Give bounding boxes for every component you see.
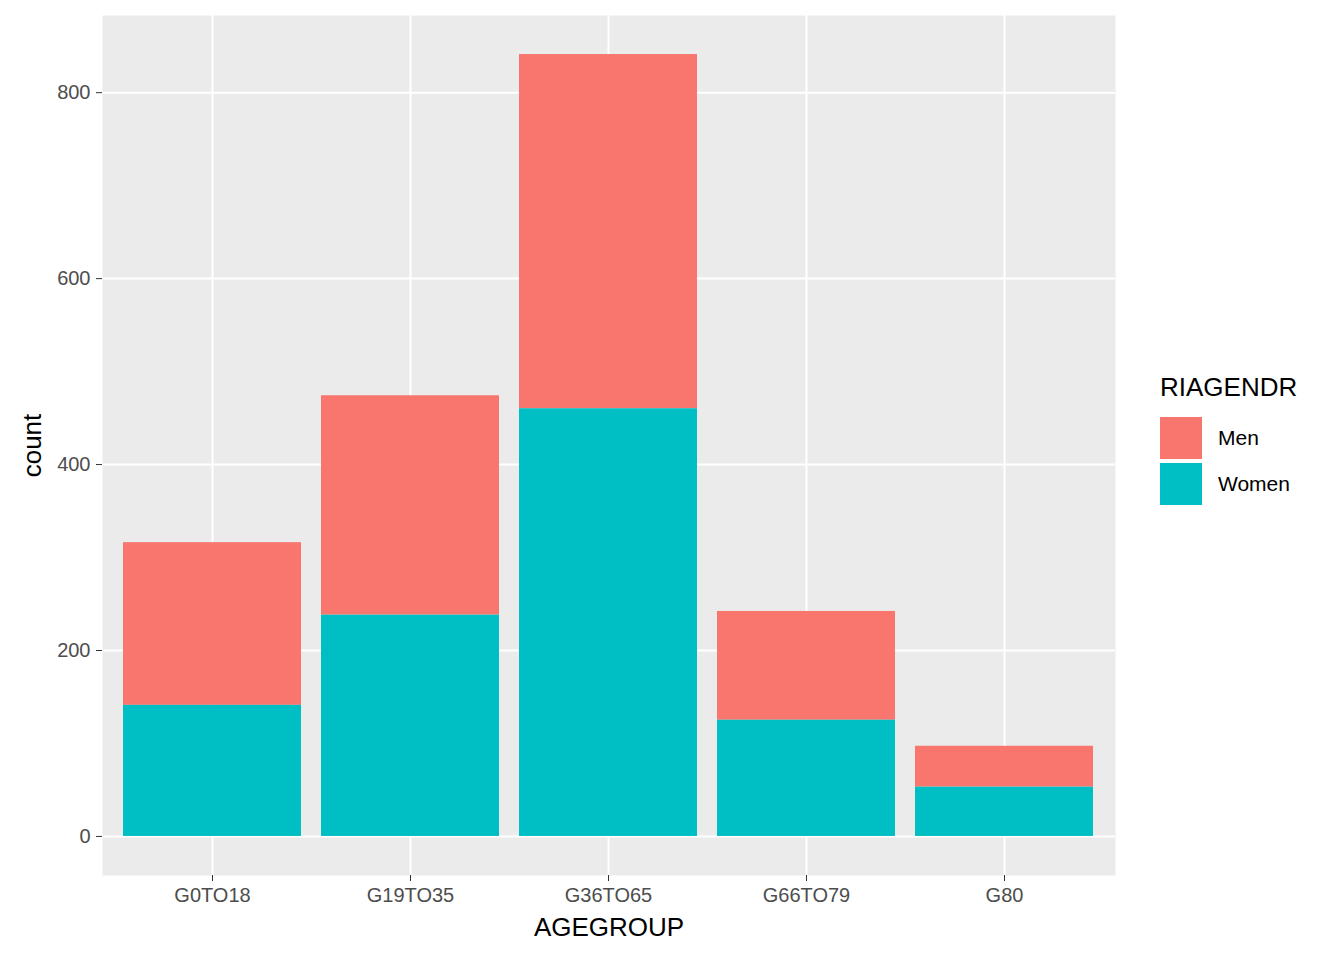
html-text:RIAGENDR: RIAGENDR [1160, 372, 1298, 402]
svg-text:G0TO18: G0TO18 [174, 884, 250, 906]
svg-text:800: 800 [57, 81, 90, 103]
svg-text:200: 200 [57, 639, 90, 661]
svg-text:400: 400 [57, 453, 90, 475]
svg-text:G36TO65: G36TO65 [565, 884, 652, 906]
svg-text:0: 0 [79, 825, 90, 847]
svg-text:AGEGROUP: AGEGROUP [534, 912, 684, 942]
html-text:Women: Women [1218, 472, 1290, 495]
html-text:Men: Men [1218, 426, 1259, 449]
svg-text:G66TO79: G66TO79 [763, 884, 850, 906]
svg-text:G80: G80 [986, 884, 1024, 906]
svg-text:600: 600 [57, 267, 90, 289]
svg-text:G19TO35: G19TO35 [367, 884, 454, 906]
svg-text:count: count [17, 413, 47, 477]
